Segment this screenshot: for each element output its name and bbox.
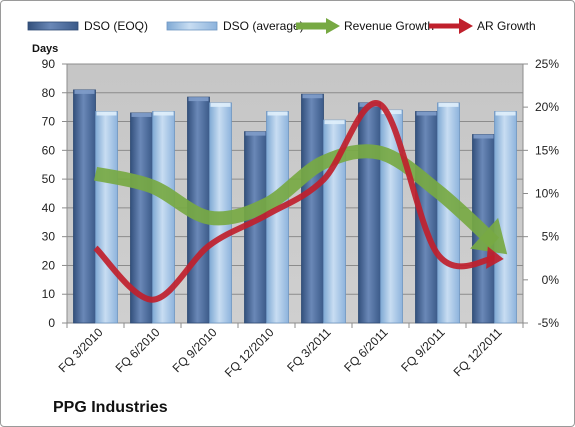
bar xyxy=(494,111,517,324)
bar xyxy=(73,89,96,324)
legend-arrowhead xyxy=(326,18,340,34)
y-tick-label: 40 xyxy=(42,201,56,215)
x-tick-label: FQ 12/2011 xyxy=(451,325,505,379)
bar-top-highlight xyxy=(495,111,516,116)
bar-top-highlight xyxy=(381,110,402,115)
legend-swatch xyxy=(166,21,218,31)
bar-top-highlight xyxy=(473,134,494,139)
x-tick-label: FQ 3/2010 xyxy=(56,325,106,375)
y2-tick-label: 5% xyxy=(542,230,560,244)
bar-top-highlight xyxy=(438,102,459,107)
bar-top-highlight xyxy=(74,89,95,94)
y2-tick-label: 10% xyxy=(535,187,559,201)
y-tick-label: 60 xyxy=(42,143,56,157)
bar-top-highlight xyxy=(153,111,174,116)
bar-top-highlight xyxy=(267,111,288,116)
y-axis-label: Days xyxy=(32,43,58,55)
y-tick-label: 10 xyxy=(42,287,56,301)
x-tick-label: FQ 9/2011 xyxy=(398,325,448,375)
bar-top-highlight xyxy=(324,120,345,125)
y-tick-label: 50 xyxy=(42,172,56,186)
y-tick-label: 80 xyxy=(42,86,56,100)
series-arrowhead xyxy=(470,217,508,255)
y2-tick-label: 0% xyxy=(542,273,560,287)
y-tick-label: 70 xyxy=(42,115,56,129)
bar xyxy=(266,111,289,324)
bar-top-highlight xyxy=(188,97,209,102)
y2-tick-label: 25% xyxy=(535,57,559,71)
bar-top-highlight xyxy=(96,111,117,116)
x-tick-label: FQ 12/2010 xyxy=(222,325,277,380)
x-axis-ticks: FQ 3/2010 FQ 6/2010 FQ 9/2010 FQ 12/2010 FQ … xyxy=(56,325,505,380)
series-line xyxy=(93,144,500,248)
legend-swatch xyxy=(27,21,79,31)
y-tick-label: 0 xyxy=(48,316,55,330)
legend-arrowhead xyxy=(459,18,473,34)
y-axis-ticks: 0 10 20 30 40 50 60 70 80 90 xyxy=(42,57,56,330)
legend-label: DSO (average) xyxy=(223,19,304,33)
y2-axis-ticks: -5% 0% 5% 10% 15% 20% 25% xyxy=(535,57,559,330)
series-line xyxy=(93,100,495,303)
bar-top-highlight xyxy=(131,112,152,117)
company-name: PPG Industries xyxy=(53,399,168,416)
y2-tick-label: -5% xyxy=(538,316,560,330)
y-tick-label: 20 xyxy=(42,258,56,272)
x-tick-label: FQ 6/2010 xyxy=(113,325,163,375)
bar-top-highlight xyxy=(416,111,437,116)
y2-tick-label: 15% xyxy=(535,143,559,157)
x-tick-label: FQ 3/2011 xyxy=(284,325,334,375)
bar-top-highlight xyxy=(210,102,231,107)
bar xyxy=(358,102,381,324)
bar xyxy=(301,93,324,324)
x-tick-label: FQ 6/2011 xyxy=(341,325,391,375)
y-tick-label: 30 xyxy=(42,230,56,244)
series-arrowhead xyxy=(486,246,504,269)
legend-label: Revenue Growth xyxy=(344,19,434,33)
bar-top-highlight xyxy=(302,94,323,99)
bar xyxy=(95,111,118,324)
legend-label: DSO (EOQ) xyxy=(84,19,148,33)
x-tick-label: FQ 9/2010 xyxy=(170,325,220,375)
legend-label: AR Growth xyxy=(477,19,536,33)
y-tick-label: 90 xyxy=(42,57,56,71)
lines xyxy=(93,100,508,303)
legend: DSO (EOQ) DSO (average) Revenue Growth AR G… xyxy=(27,18,536,34)
y2-tick-label: 20% xyxy=(535,100,559,114)
bar-top-highlight xyxy=(245,131,266,136)
